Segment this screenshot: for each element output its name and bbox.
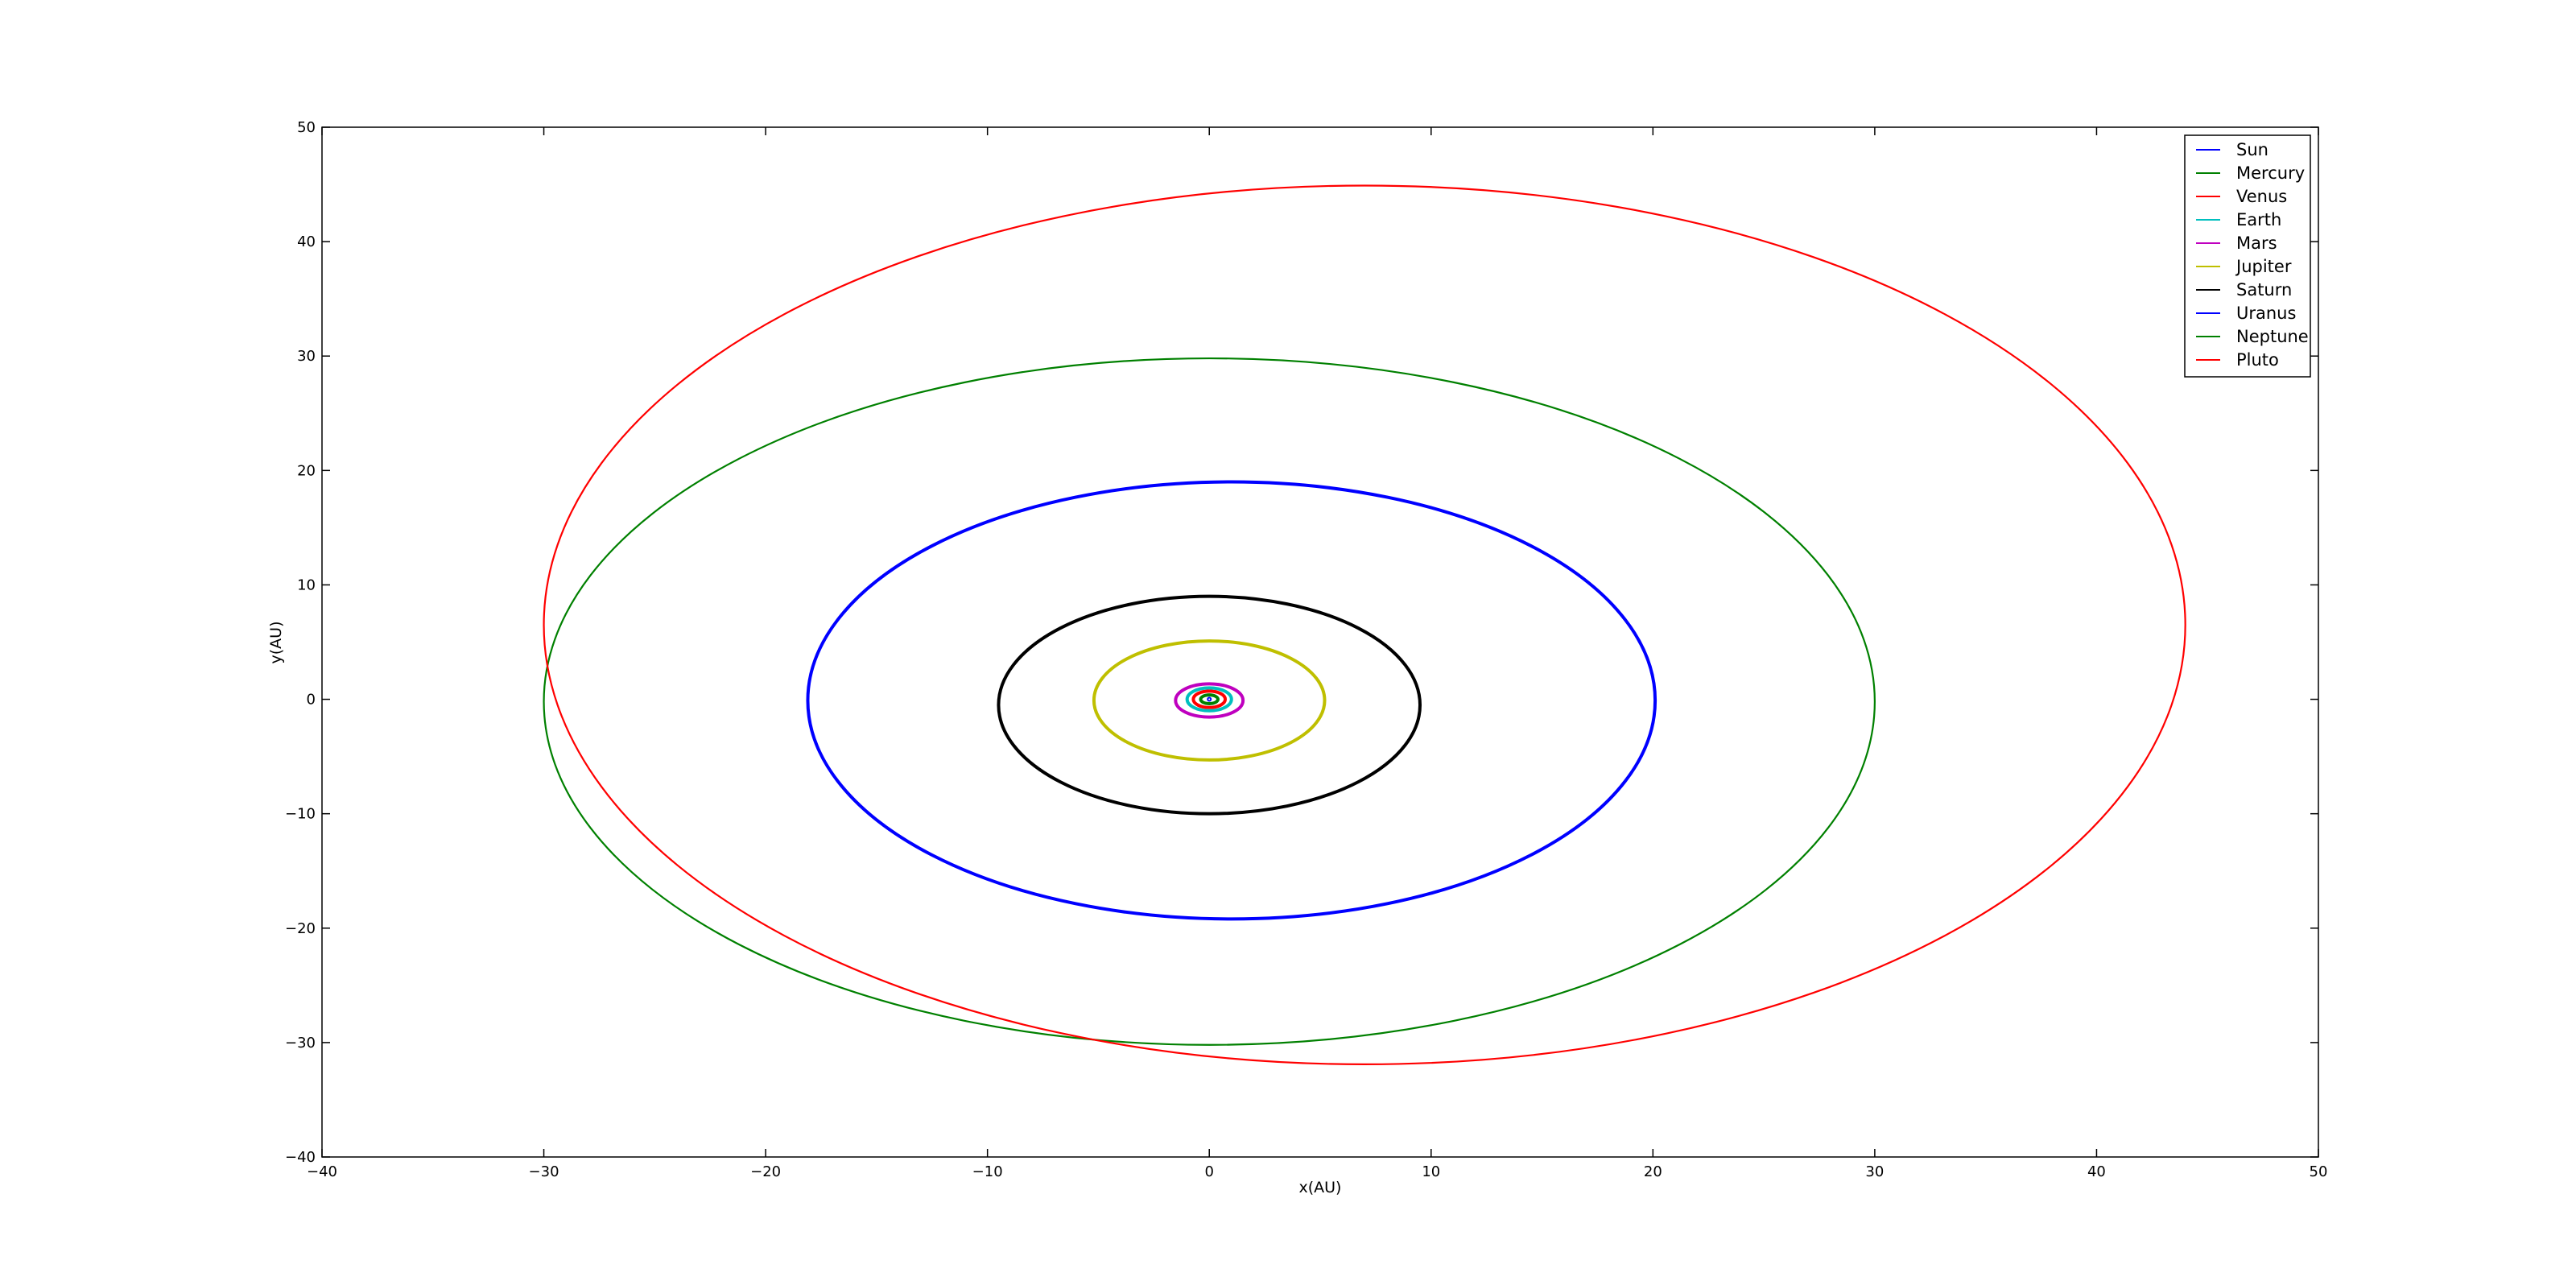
x-tick-label: −10 <box>972 1163 1003 1180</box>
x-tick-label: 20 <box>1644 1163 1662 1180</box>
legend-label-venus: Venus <box>2236 187 2287 206</box>
orbit-pluto <box>543 184 2186 1065</box>
y-tick-label: 50 <box>297 119 316 136</box>
orbit-venus <box>1191 689 1228 709</box>
y-tick-label: 30 <box>297 348 316 365</box>
x-tick-label: 10 <box>1422 1163 1440 1180</box>
legend-label-saturn: Saturn <box>2236 280 2292 300</box>
orbit-neptune <box>543 357 1876 1046</box>
orbit-earth <box>1185 686 1233 713</box>
orbit-uranus <box>806 480 1657 921</box>
orbit-saturn <box>997 594 1422 816</box>
legend-label-mercury: Mercury <box>2236 163 2305 183</box>
x-tick-label: 40 <box>2087 1163 2106 1180</box>
x-tick-label: 50 <box>2310 1163 2328 1180</box>
legend-label-mars: Mars <box>2236 233 2277 253</box>
plot-frame <box>321 126 2319 1158</box>
x-tick-label: −30 <box>529 1163 559 1180</box>
y-tick-label: −30 <box>285 1035 316 1052</box>
legend-label-pluto: Pluto <box>2236 350 2279 370</box>
orbit-jupiter <box>1092 639 1327 762</box>
orbit-mercury <box>1199 693 1220 705</box>
y-tick-label: 40 <box>297 233 316 250</box>
y-tick-label: 20 <box>297 462 316 479</box>
y-tick-label: 10 <box>297 576 316 593</box>
y-tick-label: −10 <box>285 806 316 823</box>
y-tick-label: −20 <box>285 920 316 937</box>
y-tick-label: −40 <box>285 1149 316 1166</box>
axis-ticks: −40 −30 −20 −10 0 10 20 30 40 50 −40 −30 −20 −10 0 10 20… <box>285 119 2327 1180</box>
y-axis-label: y(AU) <box>267 622 285 664</box>
legend-label-uranus: Uranus <box>2236 304 2296 323</box>
x-tick-label: −40 <box>307 1163 337 1180</box>
legend: Sun Mercury Venus Earth Mars Jupiter Saturn Ura… <box>2184 134 2311 378</box>
x-tick-label: 30 <box>1865 1163 1884 1180</box>
orbit-lines <box>543 184 2186 1065</box>
legend-label-earth: Earth <box>2236 210 2281 229</box>
x-tick-label: 0 <box>1204 1163 1213 1180</box>
legend-label-sun: Sun <box>2236 140 2268 159</box>
x-tick-label: −20 <box>750 1163 781 1180</box>
plot-area <box>322 127 2318 1157</box>
orbit-mars <box>1174 682 1245 719</box>
orbit-sun <box>1207 696 1212 702</box>
legend-label-jupiter: Jupiter <box>2235 257 2292 276</box>
legend-label-neptune: Neptune <box>2236 327 2309 346</box>
y-tick-label: 0 <box>307 692 316 709</box>
x-axis-label: x(AU) <box>1299 1179 1342 1196</box>
